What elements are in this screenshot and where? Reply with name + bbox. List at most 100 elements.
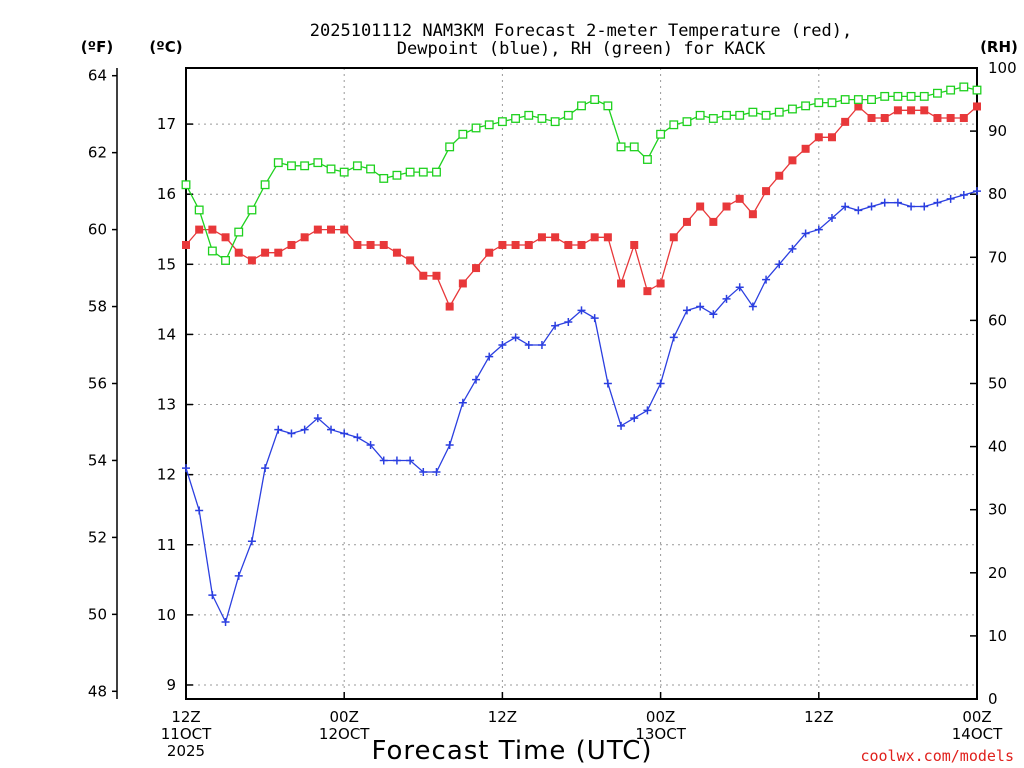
dewpoint-point (669, 333, 678, 342)
relative-humidity-point (946, 85, 956, 95)
chart-title-line-2: Dewpoint (blue), RH (green) for KACK (397, 39, 766, 59)
dewpoint-point (300, 425, 309, 434)
relative-humidity-point (405, 167, 415, 177)
relative-humidity-point (207, 246, 217, 256)
2-meter-temperature-point (353, 240, 362, 249)
2-meter-temperature-point (669, 233, 678, 242)
2-meter-temperature-point (551, 233, 560, 242)
2-meter-temperature-point (287, 240, 296, 249)
2-meter-temperature-point (208, 225, 217, 234)
rh-tick-label: 20 (988, 564, 1007, 582)
dewpoint-point (893, 198, 902, 207)
dewpoint-point (973, 187, 981, 196)
relative-humidity-point (432, 167, 441, 177)
dewpoint-point (392, 456, 401, 465)
dewpoint-point (353, 433, 362, 442)
x-tick-label: 12Z (171, 708, 200, 726)
2-meter-temperature-point (854, 102, 863, 111)
celsius-tick-label: 13 (157, 396, 176, 414)
relative-humidity-point (563, 110, 573, 120)
rh-axis-label: (RH) (980, 38, 1018, 56)
dewpoint-point (485, 352, 494, 361)
2-meter-temperature-point (762, 187, 771, 196)
relative-humidity-point (221, 256, 230, 265)
dewpoint-point (880, 198, 889, 207)
relative-humidity-point (287, 161, 296, 171)
dewpoint-point (959, 190, 968, 199)
relative-humidity-point (801, 101, 811, 111)
dewpoint-point (274, 425, 283, 434)
x-tick-label: 12OCT (319, 725, 370, 743)
relative-humidity-point (840, 95, 850, 104)
dewpoint-point (564, 317, 573, 326)
celsius-tick-label: 11 (157, 536, 176, 554)
dewpoint-point (643, 406, 652, 415)
celsius-axis-label: (ºC) (149, 38, 182, 56)
x-tick-label: 12Z (804, 708, 833, 726)
2-meter-temperature-point (182, 240, 190, 249)
dewpoint-point (195, 506, 204, 515)
dewpoint-point (867, 202, 876, 211)
relative-humidity-point (418, 167, 428, 177)
2-meter-temperature-point (498, 240, 507, 249)
dewpoint-point (419, 467, 428, 476)
relative-humidity-point (656, 129, 666, 139)
2-meter-temperature-point (630, 240, 639, 249)
relative-humidity-point (181, 180, 191, 190)
fahrenheit-tick-label: 58 (88, 298, 107, 316)
dewpoint-point (920, 202, 929, 211)
2-meter-temperature-point (327, 225, 336, 234)
2-meter-temperature-point (827, 133, 836, 142)
relative-humidity-point (524, 110, 534, 120)
2-meter-temperature-point (643, 287, 652, 296)
celsius-tick-label: 9 (166, 676, 176, 694)
relative-humidity-point (642, 155, 652, 164)
fahrenheit-tick-label: 64 (88, 67, 107, 85)
dewpoint-point (445, 441, 454, 450)
dewpoint-point (814, 225, 823, 234)
relative-humidity-point (867, 95, 876, 104)
relative-humidity-point (603, 101, 613, 111)
dewpoint-point (472, 375, 481, 384)
relative-humidity-point (972, 85, 982, 95)
dewpoint-point (933, 198, 942, 207)
dewpoint-point (511, 333, 520, 342)
axes: 48 50 52 54 56 58 60 62 64 9 10 11 12 13 14 15 16 17 0 10 20… (88, 59, 1017, 760)
dewpoint-point (617, 421, 626, 430)
dewpoint-point (603, 379, 612, 388)
dewpoint-point (379, 456, 388, 465)
dewpoint-point (656, 379, 665, 388)
dewpoint-point (247, 537, 256, 546)
dewpoint-point (775, 260, 784, 269)
rh-tick-label: 30 (988, 501, 1007, 519)
2-meter-temperature-point (617, 279, 626, 288)
2-meter-temperature-point (406, 256, 415, 265)
rh-tick-label: 90 (988, 122, 1007, 140)
fahrenheit-axis-label: (ºF) (81, 38, 113, 56)
2-meter-temperature-point (195, 225, 204, 234)
chart-title-line-1: 2025101112 NAM3KM Forecast 2-meter Tempe… (310, 21, 852, 41)
relative-humidity-point (682, 117, 692, 127)
dewpoint-point (208, 591, 217, 600)
dewpoint-point (696, 302, 705, 311)
x-tick-label: 13OCT (635, 725, 686, 743)
2-meter-temperature-point (366, 240, 375, 249)
dewpoint-point (551, 321, 560, 330)
2-meter-temperature-point (603, 233, 612, 242)
celsius-tick-label: 16 (157, 185, 176, 203)
dewpoint-point (788, 244, 797, 253)
relative-humidity-point (814, 98, 824, 108)
fahrenheit-tick-label: 54 (88, 451, 107, 469)
dewpoint-point (313, 414, 322, 423)
dewpoint-point (537, 341, 546, 350)
relative-humidity-point (260, 180, 270, 190)
dewpoint-point (577, 306, 586, 315)
relative-humidity-point (577, 101, 586, 111)
dewpoint-line (185, 190, 978, 624)
dewpoint-point (458, 398, 467, 407)
2-meter-temperature-point (472, 264, 481, 273)
relative-humidity-point (326, 164, 336, 174)
x-tick-label: 2025 (167, 742, 205, 760)
relative-humidity-point (880, 91, 890, 101)
dewpoint-point (498, 341, 507, 350)
